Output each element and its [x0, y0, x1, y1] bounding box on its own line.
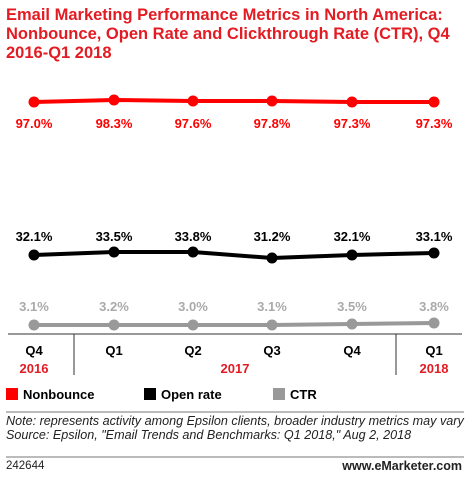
series-line-nonbounce: [32, 98, 436, 104]
legend-label-nonbounce: Nonbounce: [23, 387, 95, 402]
data-point-nonbounce-4: [266, 95, 278, 107]
x-tick-label-5: Q4: [343, 343, 361, 358]
data-point-ctr-3: [187, 319, 199, 331]
data-label-nonbounce-4: 97.8%: [254, 116, 291, 131]
data-label-ctr-4: 3.1%: [257, 299, 287, 314]
source-text: Source: Epsilon, "Email Trends and Bench…: [6, 428, 412, 442]
data-point-nonbounce-5: [346, 96, 358, 108]
data-label-nonbounce-3: 97.6%: [175, 116, 212, 131]
legend-label-open-rate: Open rate: [161, 387, 222, 402]
year-label-2018: 2018: [420, 361, 449, 376]
data-point-open-rate-6: [428, 247, 440, 259]
note-text: Note: represents activity among Epsilon …: [6, 414, 464, 428]
data-point-nonbounce-3: [187, 95, 199, 107]
data-point-open-rate-5: [346, 249, 358, 261]
data-point-open-rate-1: [28, 249, 40, 261]
data-label-nonbounce-2: 98.3%: [96, 116, 133, 131]
data-label-ctr-3: 3.0%: [178, 299, 208, 314]
data-point-open-rate-3: [187, 246, 199, 258]
x-tick-label-3: Q2: [184, 343, 201, 358]
data-point-ctr-5: [346, 318, 358, 330]
data-label-open-rate-5: 32.1%: [334, 229, 371, 244]
data-point-open-rate-4: [266, 252, 278, 264]
data-point-ctr-4: [266, 319, 278, 331]
legend-swatch-open-rate: [144, 388, 156, 400]
data-point-ctr-1: [28, 319, 40, 331]
data-label-open-rate-3: 33.8%: [175, 229, 212, 244]
brand-link[interactable]: www.eMarketer.com: [342, 459, 462, 473]
chart-footer: 242644 www.eMarketer.com: [6, 459, 464, 475]
series-line-open-rate: [32, 250, 436, 260]
x-tick-label-1: Q4: [25, 343, 43, 358]
data-point-open-rate-2: [108, 246, 120, 258]
data-label-open-rate-1: 32.1%: [16, 229, 53, 244]
data-label-open-rate-2: 33.5%: [96, 229, 133, 244]
data-label-nonbounce-6: 97.3%: [416, 116, 453, 131]
series-line-ctr: [32, 321, 436, 327]
x-tick-label-4: Q3: [263, 343, 280, 358]
legend-swatch-ctr: [273, 388, 285, 400]
x-tick-label-6: Q1: [425, 343, 442, 358]
year-label-2016: 2016: [20, 361, 49, 376]
data-point-ctr-2: [108, 319, 120, 331]
data-point-nonbounce-6: [428, 96, 440, 108]
data-label-open-rate-6: 33.1%: [416, 229, 453, 244]
data-label-nonbounce-1: 97.0%: [16, 116, 53, 131]
chart-note: Note: represents activity among Epsilon …: [6, 414, 464, 442]
data-point-nonbounce-1: [28, 96, 40, 108]
x-tick-label-2: Q1: [105, 343, 122, 358]
data-label-nonbounce-5: 97.3%: [334, 116, 371, 131]
legend-label-ctr: CTR: [290, 387, 317, 402]
data-label-ctr-2: 3.2%: [99, 299, 129, 314]
data-label-ctr-1: 3.1%: [19, 299, 49, 314]
data-point-ctr-6: [428, 317, 440, 329]
data-label-open-rate-4: 31.2%: [254, 229, 291, 244]
data-label-ctr-5: 3.5%: [337, 299, 367, 314]
data-label-ctr-6: 3.8%: [419, 299, 449, 314]
data-point-nonbounce-2: [108, 94, 120, 106]
legend-swatch-nonbounce: [6, 388, 18, 400]
chart-id: 242644: [6, 460, 45, 472]
chart-title: Email Marketing Performance Metrics in N…: [6, 6, 450, 62]
year-label-2017: 2017: [221, 361, 250, 376]
